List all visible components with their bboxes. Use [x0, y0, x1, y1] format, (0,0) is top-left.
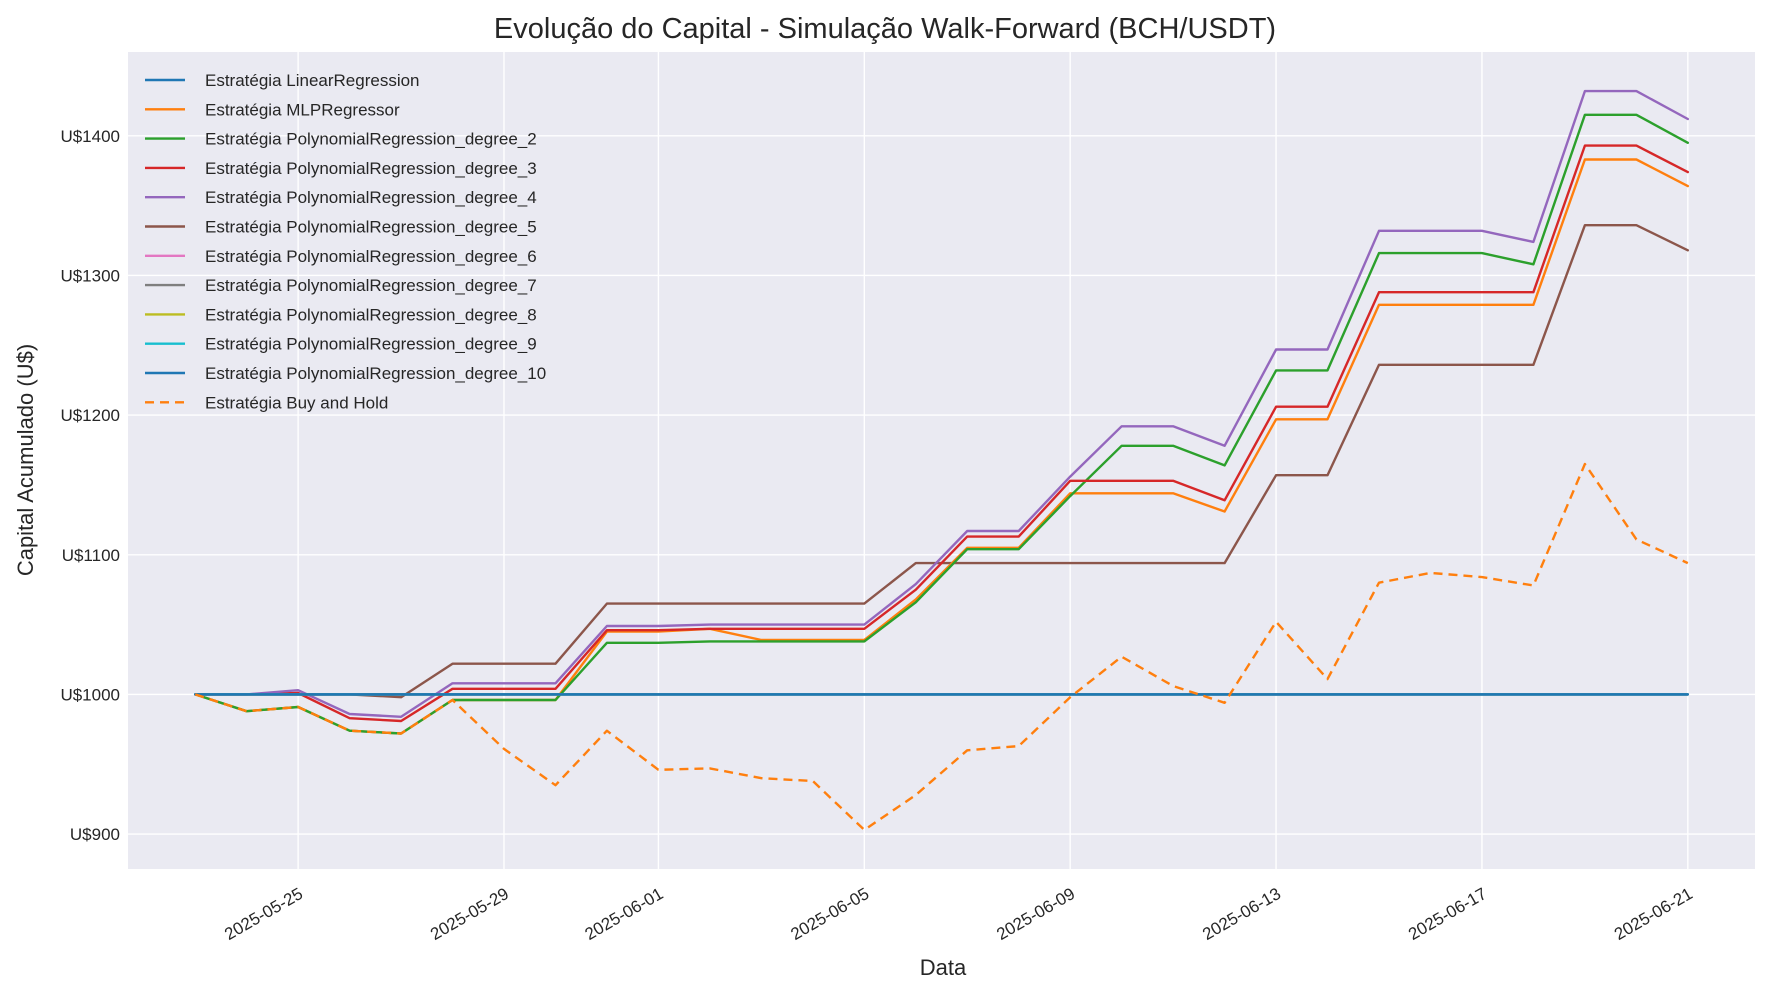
- series-line-2: [193, 113, 1690, 735]
- legend-entry: Estratégia Buy and Hold: [205, 393, 388, 412]
- legend-entry: Estratégia LinearRegression: [205, 71, 420, 90]
- y-tick-label: U$1300: [60, 266, 120, 285]
- y-tick-label: U$1100: [62, 546, 120, 565]
- x-axis-label: Data: [920, 955, 967, 980]
- x-tick-label: 2025-06-09: [993, 884, 1078, 944]
- series-lines: [193, 89, 1690, 832]
- y-tick-label: U$1200: [60, 406, 120, 425]
- chart-title: Evolução do Capital - Simulação Walk-For…: [494, 13, 1276, 45]
- legend-entry: Estratégia PolynomialRegression_degree_5: [205, 218, 537, 237]
- y-tick-label: U$1000: [60, 685, 120, 704]
- x-tick-label: 2025-06-05: [787, 884, 872, 944]
- y-axis-label: Capital Acumulado (U$): [13, 344, 38, 576]
- legend-entry: Estratégia PolynomialRegression_degree_9: [205, 335, 537, 354]
- legend: Estratégia LinearRegression Estratégia ML…: [145, 71, 546, 412]
- series-line-11: [194, 462, 1689, 832]
- legend-entry: Estratégia PolynomialRegression_degree_6: [205, 247, 537, 266]
- y-tick-label: U$900: [70, 825, 120, 844]
- y-tick-label: U$1400: [60, 127, 120, 146]
- y-axis-ticks: U$900 U$1000 U$1100 U$1200 U$1300 U$1400: [60, 127, 120, 844]
- x-tick-label: 2025-05-29: [427, 884, 512, 944]
- series-line-4: [193, 89, 1690, 718]
- legend-entry: Estratégia PolynomialRegression_degree_2: [205, 130, 537, 149]
- legend-entry: Estratégia MLPRegressor: [205, 100, 400, 119]
- legend-entry: Estratégia PolynomialRegression_degree_7: [205, 276, 537, 295]
- legend-entry: Estratégia PolynomialRegression_degree_8: [205, 305, 537, 324]
- x-tick-label: 2025-06-01: [582, 884, 667, 944]
- legend-entry: Estratégia PolynomialRegression_degree_3: [205, 159, 537, 178]
- x-tick-label: 2025-06-13: [1199, 884, 1284, 944]
- x-axis-ticks: 2025-05-25 2025-05-29 2025-06-01 2025-06-05…: [221, 884, 1696, 944]
- legend-entry: Estratégia PolynomialRegression_degree_1…: [205, 364, 546, 383]
- legend-entry: Estratégia PolynomialRegression_degree_4: [205, 188, 537, 207]
- x-tick-label: 2025-06-17: [1405, 884, 1490, 944]
- x-tick-label: 2025-06-21: [1611, 884, 1696, 944]
- x-tick-label: 2025-05-25: [221, 884, 306, 944]
